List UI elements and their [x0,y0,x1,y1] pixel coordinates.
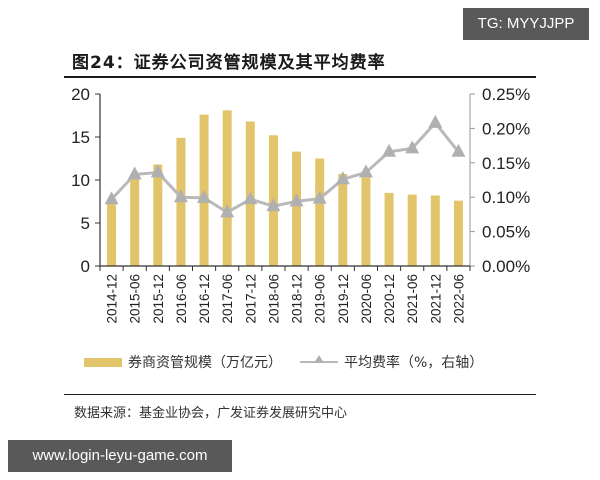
fee-rate-line [110,121,460,214]
left-tick-label: 20 [71,85,90,104]
triangle-marker-icon [335,171,350,185]
title-divider [64,76,536,78]
bar [153,164,163,266]
triangle-marker-icon [358,164,373,178]
bar [361,177,371,266]
x-tick-label: 2018-12 [290,274,305,324]
watermark-url: www.login-leyu-game.com [8,440,232,472]
triangle-marker-icon [312,190,327,204]
triangle-marker-icon [220,204,235,218]
right-tick-label: 0.00% [482,257,530,276]
triangle-marker-icon [243,191,258,205]
x-tick-label: 2017-06 [220,274,235,324]
bar [130,174,140,266]
x-tick-label: 2016-12 [197,274,212,324]
x-tick-label: 2019-12 [336,274,351,324]
x-tick-label: 2022-06 [451,274,466,324]
bar [384,192,394,266]
x-tick-label: 2018-06 [266,274,281,324]
bar [222,110,232,266]
triangle-marker-icon [104,191,119,205]
x-tick-label: 2020-12 [382,274,397,324]
left-tick-label: 5 [81,214,90,233]
triangle-marker-icon [405,140,420,154]
triangle-marker-icon [197,189,212,203]
x-tick-label: 2016-06 [174,274,189,324]
bar [430,195,440,266]
left-tick-label: 15 [71,128,90,147]
x-tick-label: 2017-12 [243,274,258,324]
right-tick-label: 0.05% [482,223,530,242]
legend: 券商资管规模（万亿元） 平均费率（%，右轴） [84,352,483,372]
source-divider [64,394,536,395]
legend-bar-swatch [84,357,122,367]
triangle-marker-icon [314,355,324,363]
bar [407,194,417,266]
right-tick-label: 0.10% [482,188,530,207]
x-tick-label: 2015-12 [151,274,166,324]
bar [315,158,325,266]
right-tick-label: 0.20% [482,119,530,138]
chart-title: 图24：证券公司资管规模及其平均费率 [72,53,386,73]
bar [292,151,302,266]
triangle-marker-icon [150,164,165,178]
x-tick-label: 2021-06 [405,274,420,324]
bar [453,200,463,266]
triangle-marker-icon [428,114,443,128]
x-tick-label: 2015-06 [128,274,143,324]
right-tick-label: 0.15% [482,154,530,173]
triangle-marker-icon [382,143,397,157]
x-tick-label: 2020-06 [359,274,374,324]
x-tick-label: 2014-12 [105,274,120,324]
bar [338,173,348,266]
watermark-tg: TG: MYYJJPP [463,8,589,40]
triangle-marker-icon [127,166,142,180]
legend-bar-label: 券商资管规模（万亿元） [128,355,282,371]
triangle-marker-icon [289,193,304,207]
triangle-marker-icon [266,198,281,212]
legend-line-label: 平均费率（%，右轴） [344,355,484,371]
left-tick-label: 10 [71,171,90,190]
triangle-marker-icon [451,143,466,157]
legend-line-swatch [300,355,338,363]
source-note: 数据来源：基金业协会，广发证券发展研究中心 [74,406,348,421]
bar [107,200,117,266]
x-tick-label: 2019-06 [313,274,328,324]
left-tick-label: 0 [81,257,90,276]
triangle-marker-icon [173,189,188,203]
right-tick-label: 0.25% [482,85,530,104]
x-tick-label: 2021-12 [428,274,443,324]
